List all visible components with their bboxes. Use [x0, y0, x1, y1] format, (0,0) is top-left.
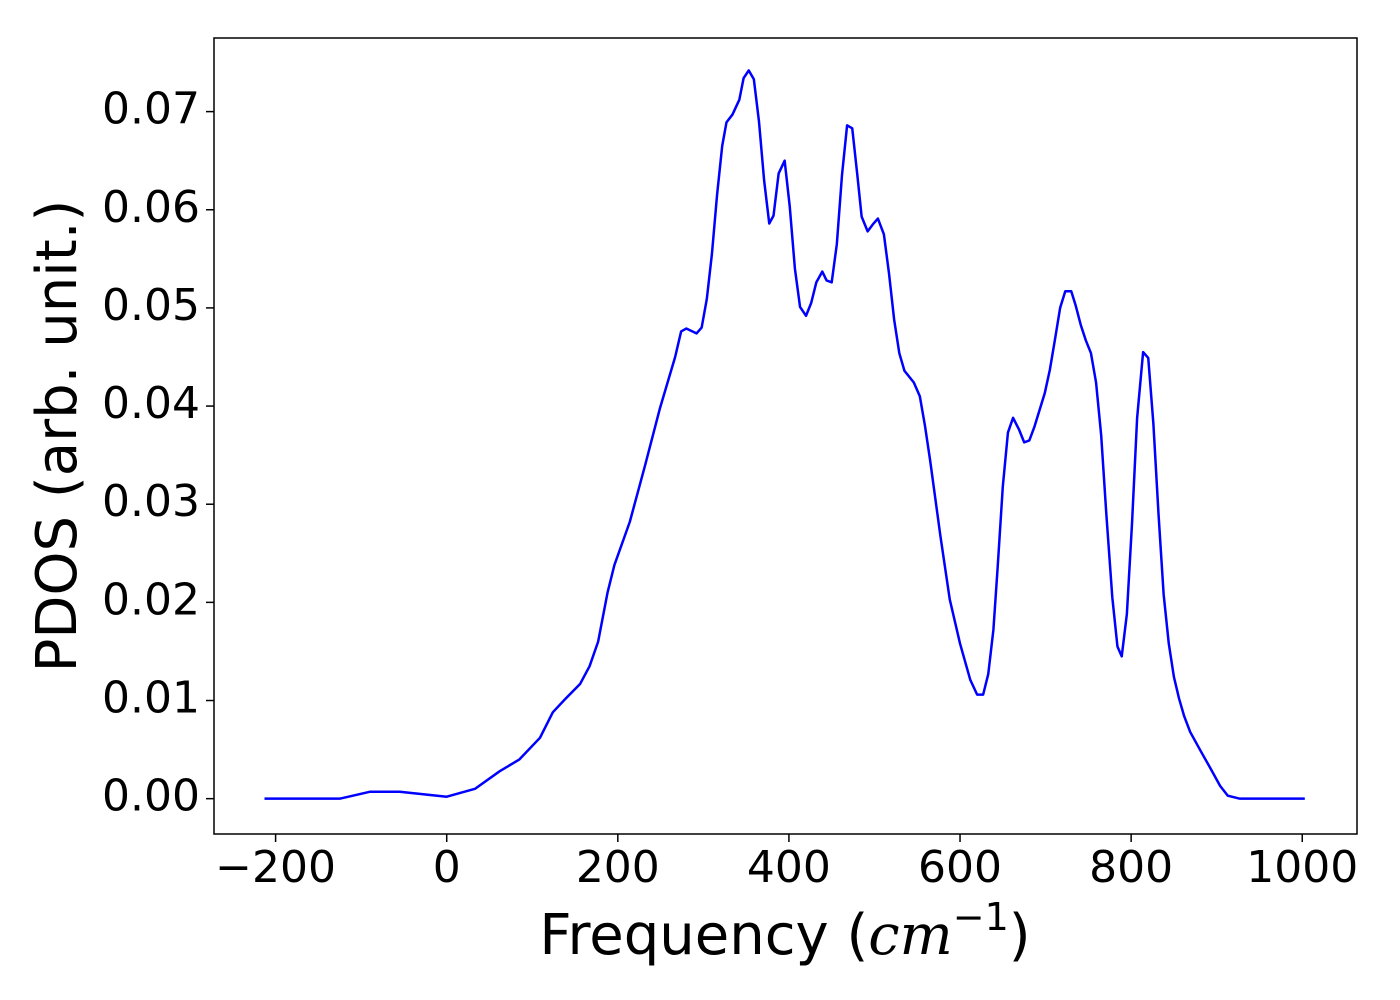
x-tick-label: 0 [433, 842, 461, 893]
x-label-unit: cm [868, 903, 952, 968]
y-tick-label: 0.07 [102, 84, 200, 135]
x-label-exponent: −1 [953, 895, 1009, 939]
y-tick-label: 0.01 [102, 673, 200, 724]
y-tick-label: 0.05 [102, 280, 200, 331]
x-tick-label: 1000 [1246, 842, 1358, 893]
y-axis-label: PDOS (arb. unit.) [25, 200, 90, 673]
x-label-part: ) [1009, 903, 1031, 968]
y-tick-label: 0.06 [102, 182, 200, 233]
x-tick-label: 800 [1089, 842, 1173, 893]
x-tick-label: 600 [918, 842, 1002, 893]
x-tick-label: 200 [576, 842, 660, 893]
y-tick-label: 0.03 [102, 476, 200, 527]
x-tick-label: 400 [747, 842, 831, 893]
x-label-part: Frequency ( [539, 903, 868, 968]
y-tick-label: 0.04 [102, 378, 200, 429]
x-axis-label: Frequency (cm−1) [539, 895, 1030, 968]
y-tick-label: 0.02 [102, 574, 200, 625]
y-tick-label: 0.00 [102, 771, 200, 822]
plot-frame [213, 37, 1358, 835]
data-line [264, 69, 1305, 800]
x-tick-label: −200 [215, 842, 336, 893]
